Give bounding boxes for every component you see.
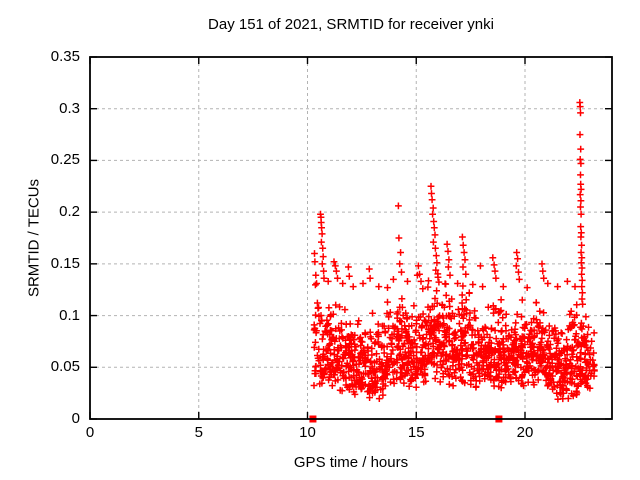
y-axis-label: SRMTID / TECUs xyxy=(25,178,43,298)
x-tick-label: 10 xyxy=(299,424,316,441)
y-tick-label: 0.15 xyxy=(50,254,80,272)
y-tick-label: 0.25 xyxy=(50,151,80,169)
x-tick-label: 5 xyxy=(194,424,203,441)
y-tick-label: 0.1 xyxy=(59,306,80,324)
y-tick-label: 0.3 xyxy=(59,99,80,117)
x-tick-label: 0 xyxy=(85,424,95,441)
chart-title: Day 151 of 2021, SRMTID for receiver ynk… xyxy=(208,16,494,33)
x-tick-label: 15 xyxy=(407,424,425,441)
y-tick-label: 0 xyxy=(71,410,80,427)
scatter-points xyxy=(310,99,598,403)
y-tick-label: 0.05 xyxy=(50,358,80,376)
plot-border xyxy=(89,56,613,420)
y-tick-label: 0.2 xyxy=(59,203,80,221)
x-tick-label: 20 xyxy=(516,424,534,441)
y-tick-label: 0.35 xyxy=(50,48,80,65)
x-axis-label: GPS time / hours xyxy=(293,454,409,471)
axis-ticks xyxy=(89,56,612,420)
